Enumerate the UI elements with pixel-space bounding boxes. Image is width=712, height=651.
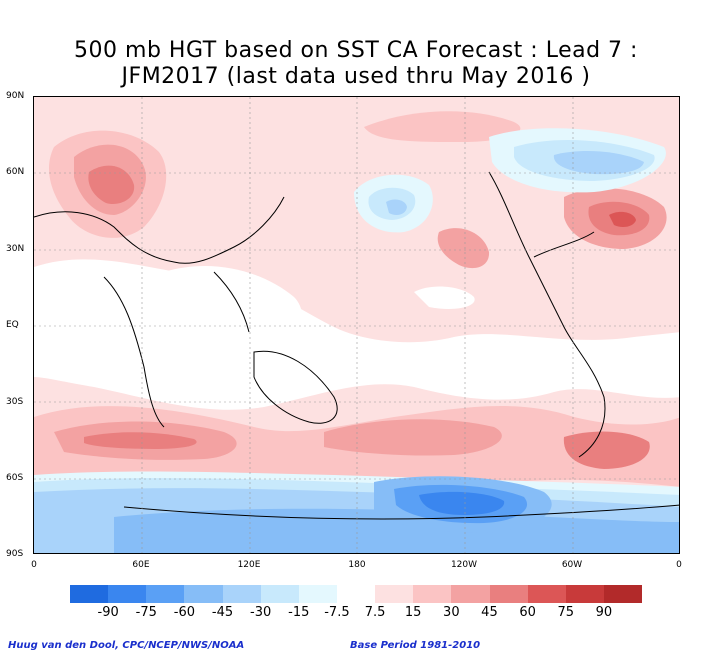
legend-swatch — [70, 585, 109, 603]
chart-title-line-1: 500 mb HGT based on SST CA Forecast : Le… — [74, 38, 638, 63]
legend-tick-label: 7.5 — [364, 605, 386, 620]
lon-label-0: 0 — [31, 560, 37, 570]
legend-swatch — [184, 585, 223, 603]
color-legend-labels: -90 -75 -60 -45 -30 -15 -7.5 7.5 15 30 45 60 75 90 — [70, 605, 642, 621]
legend-swatch — [260, 585, 299, 603]
legend-tick-label: -60 — [173, 605, 196, 620]
legend-tick-label: 30 — [443, 605, 460, 620]
legend-tick-label: -45 — [211, 605, 234, 620]
legend-swatch — [451, 585, 490, 603]
legend-tick-label: 45 — [481, 605, 498, 620]
lat-label-eq: EQ — [6, 320, 19, 330]
legend-swatch — [336, 585, 376, 603]
legend-swatch — [603, 585, 643, 603]
legend-tick-label: -7.5 — [324, 605, 350, 620]
legend-tick-label: 90 — [595, 605, 613, 620]
lon-label-120e: 120E — [237, 560, 261, 570]
lon-label-60e: 60E — [132, 560, 150, 570]
legend-tick-label: -30 — [250, 605, 272, 620]
legend-swatch — [413, 585, 452, 603]
lat-label-30n: 30N — [6, 244, 25, 254]
lat-label-60s: 60S — [6, 473, 24, 483]
anomaly-map — [33, 96, 680, 554]
author-credit: Huug van den Dool, CPC/NCEP/NWS/NOAA — [8, 640, 245, 651]
lon-label-60w: 60W — [561, 560, 583, 570]
legend-swatch — [222, 585, 261, 603]
anomaly-map-svg — [34, 97, 679, 553]
legend-tick-label: 75 — [557, 605, 574, 620]
legend-tick-label: -15 — [288, 605, 310, 620]
legend-tick-label: -75 — [135, 605, 157, 620]
legend-swatch — [298, 585, 337, 603]
lat-label-60n: 60N — [6, 167, 25, 177]
legend-swatch — [375, 585, 414, 603]
color-legend — [70, 585, 643, 603]
legend-swatch — [527, 585, 566, 603]
base-period: Base Period 1981-2010 — [350, 640, 481, 651]
legend-swatch — [108, 585, 147, 603]
legend-tick-label: 60 — [519, 605, 536, 620]
chart-title-line-2: JFM2017 (last data used thru May 2016 ) — [121, 64, 591, 89]
lat-label-30s: 30S — [6, 397, 24, 407]
lat-label-90n: 90N — [6, 91, 25, 101]
lat-label-90s: 90S — [6, 549, 24, 559]
lon-label-120w: 120W — [450, 560, 478, 570]
legend-swatch — [489, 585, 528, 603]
legend-tick-label: -90 — [97, 605, 119, 620]
legend-swatch — [565, 585, 604, 603]
lon-label-0-east: 0 — [676, 560, 682, 570]
legend-tick-label: 15 — [404, 605, 422, 620]
lon-label-180: 180 — [348, 560, 366, 570]
legend-swatch — [146, 585, 185, 603]
